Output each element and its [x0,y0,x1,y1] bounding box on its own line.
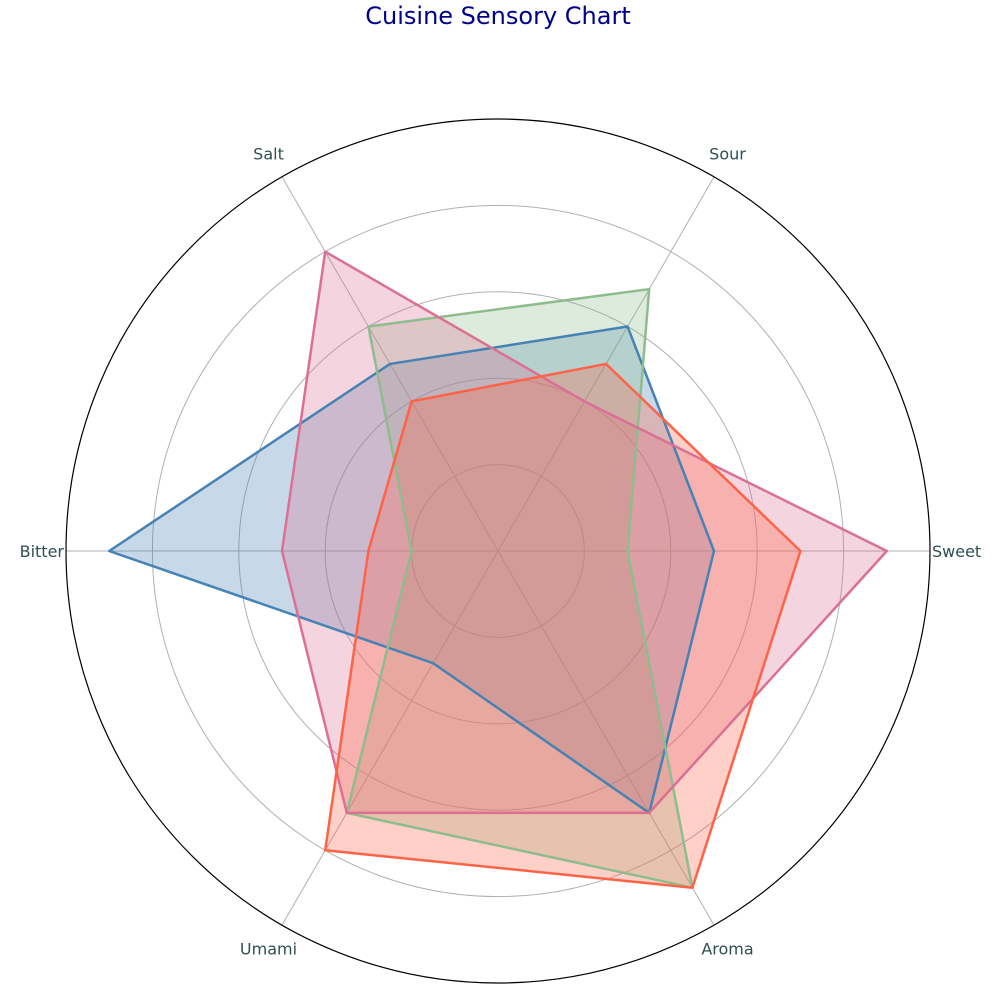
series-layer [107,250,889,889]
axis-label-umami: Umami [240,940,297,959]
axis-label-sour: Sour [709,145,746,164]
axis-label-bitter: Bitter [20,542,65,561]
grid-layer [65,118,931,984]
axis-label-sweet: Sweet [932,542,981,561]
series-1-area [109,326,714,813]
axis-spoke [281,550,499,926]
chart-title: Cuisine Sensory Chart [365,2,630,30]
axis-label-salt: Salt [253,145,284,164]
series-2-area [346,289,693,888]
axis-label-aroma: Aroma [701,940,753,959]
series-3-area [282,251,887,813]
axis-label-layer: Sweet Sour Salt Bitter Umami Aroma [20,145,982,959]
series-3-line [280,250,889,815]
series-4-area [325,363,801,888]
outer-ring [65,118,931,984]
series-4-line [323,362,802,889]
axis-spoke [497,550,715,926]
